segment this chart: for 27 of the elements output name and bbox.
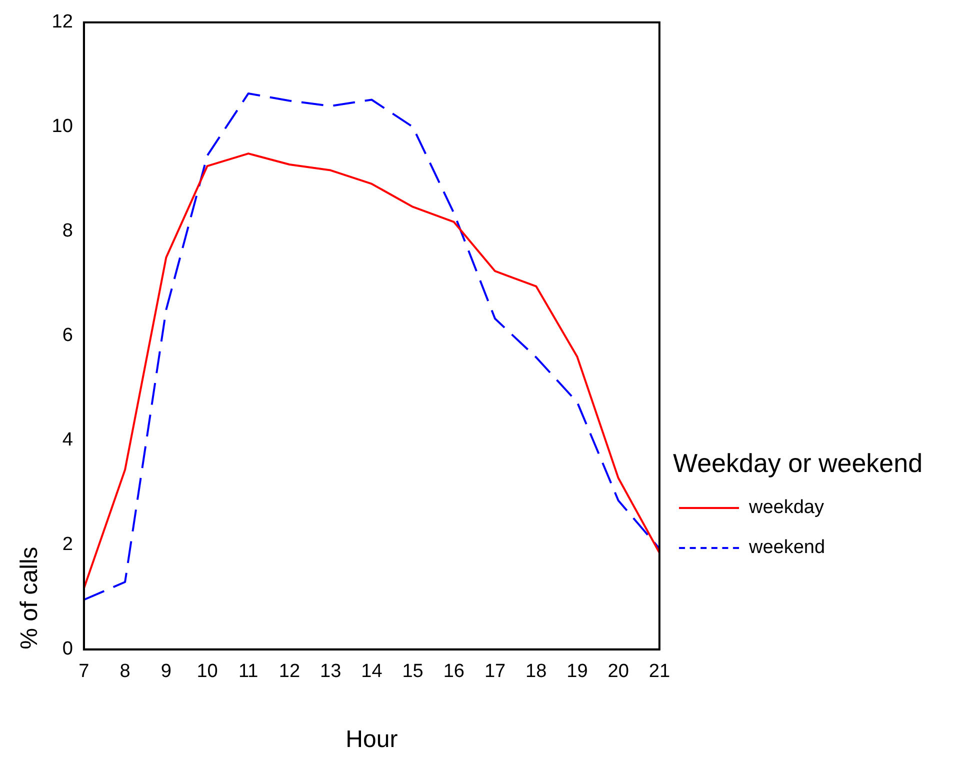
y-tick-label: 4 (62, 430, 74, 451)
y-tick-label: 0 (62, 638, 73, 660)
x-tick-label: 7 (78, 661, 90, 682)
x-tick-label: 16 (443, 661, 464, 682)
legend-label: weekend (749, 537, 826, 559)
legend-title: Weekday or weekend (673, 448, 923, 479)
x-tick-label: 8 (120, 661, 130, 682)
x-tick-label: 18 (526, 661, 547, 682)
x-tick-label: 10 (196, 661, 218, 682)
x-tick-label: 13 (320, 661, 342, 682)
y-tick-label: 10 (52, 116, 73, 138)
x-tick-label: 11 (238, 661, 258, 682)
y-tick-label: 6 (62, 325, 73, 346)
x-tick-label: 20 (608, 661, 629, 682)
y-tick-label: 2 (62, 534, 73, 556)
x-tick-label: 17 (484, 661, 506, 682)
x-axis-title: Hour (346, 726, 398, 754)
y-tick-label: 12 (52, 12, 73, 33)
x-tick-label: 12 (278, 661, 300, 682)
y-tick-label: 8 (62, 220, 73, 242)
y-axis-title: % of calls (16, 546, 44, 650)
x-tick-label: 14 (361, 661, 383, 682)
x-tick-label: 21 (648, 661, 670, 682)
legend-label: weekday (749, 497, 824, 519)
x-tick-label: 19 (566, 661, 588, 682)
x-tick-label: 9 (160, 661, 172, 682)
x-tick-label: 15 (402, 661, 424, 682)
